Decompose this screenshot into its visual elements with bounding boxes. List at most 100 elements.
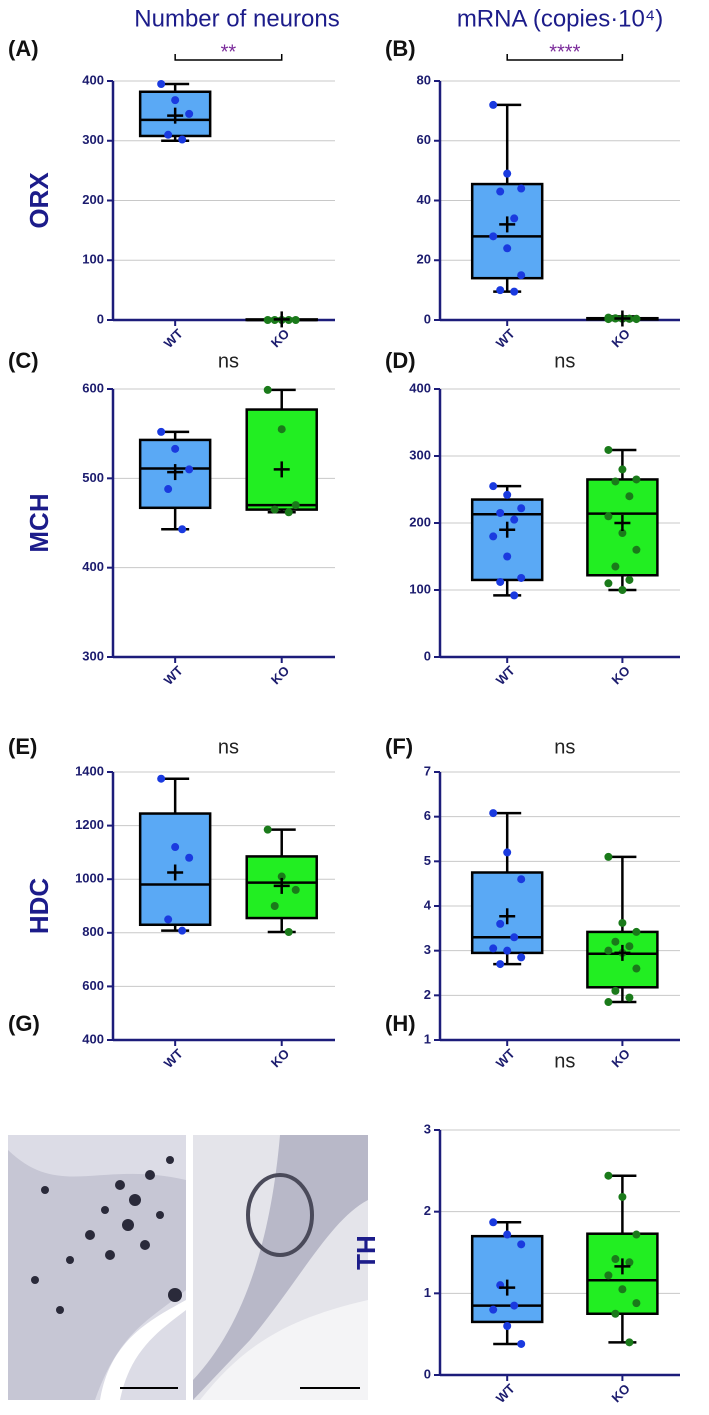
x-tick-label: KO [268,326,292,350]
y-tick-label: 300 [82,132,104,147]
panel-label: (G) [8,1011,40,1036]
data-point [632,475,641,484]
annotation: ns [554,736,575,758]
box [470,1234,544,1324]
y-tick-label: 400 [82,559,104,574]
y-tick-label: 100 [82,252,104,267]
data-point [625,575,634,584]
data-point [611,937,620,946]
annotation: ns [554,1050,575,1072]
data-point [604,579,613,588]
significance-bracket [174,54,283,61]
y-tick-label: 400 [409,380,431,395]
mean-marker [499,1279,516,1296]
x-tick-label: KO [609,326,633,350]
y-tick-label: 6 [424,808,431,823]
y-axis-label: ORX [24,172,54,229]
y-axis-label: HDC [24,878,54,935]
x-tick-label: KO [609,663,633,687]
y-tick-label: 3 [424,1121,431,1136]
box [470,498,544,582]
data-point [489,944,498,953]
x-tick-label: WT [161,1046,186,1071]
y-tick-label: 5 [424,853,431,868]
data-point [185,853,194,862]
micrograph-ko [193,1135,368,1400]
data-point [270,505,279,514]
data-point [489,232,498,241]
y-tick-label: 0 [424,648,431,663]
y-tick-label: 60 [417,132,431,147]
data-point [604,946,613,955]
data-point [164,130,173,139]
data-point [510,287,519,296]
data-point [185,109,194,118]
data-point [284,927,293,936]
data-point [618,1192,627,1201]
x-tick-label: WT [493,663,518,688]
data-point [503,946,512,955]
mean-marker [167,464,184,481]
data-point [503,552,512,561]
x-tick-label: KO [268,1046,292,1070]
data-point [503,169,512,178]
data-point [263,316,272,324]
data-point [510,1301,519,1310]
x-tick-label: KO [609,1381,633,1405]
data-point [510,515,519,524]
data-point [604,445,613,454]
data-point [618,465,627,474]
y-tick-label: 3 [424,942,431,957]
data-point [611,477,620,486]
data-point [618,586,627,594]
data-point [270,902,279,910]
data-point [185,465,194,474]
mean-marker [614,1258,631,1275]
y-tick-label: 2 [424,1203,431,1218]
panel-label: (F) [385,734,413,759]
y-tick-label: 2 [424,987,431,1002]
data-point [517,953,526,962]
mean-marker [614,310,631,327]
y-tick-label: 20 [417,252,431,267]
significance-bracket [506,54,624,61]
y-axis-label: MCH [24,493,54,552]
column-title: mRNA (copies·10⁴) [457,5,663,32]
mean-marker [273,311,290,328]
panel-label: (D) [385,348,416,373]
data-point [503,848,512,857]
data-point [632,314,641,323]
data-point [517,875,526,884]
data-point [625,1258,634,1267]
y-tick-label: 80 [417,72,431,87]
data-point [632,927,641,936]
data-point [604,1271,613,1280]
x-tick-label: WT [161,326,186,351]
data-point [510,591,519,600]
y-tick-label: 600 [82,380,104,395]
y-tick-label: 0 [97,311,104,326]
data-point [618,1285,627,1294]
data-point [510,214,519,223]
mean-marker [614,515,631,531]
data-point [263,825,272,834]
data-point [632,1299,641,1308]
data-point [632,545,641,554]
data-point [503,244,512,253]
y-tick-label: 500 [82,470,104,485]
data-point [517,504,526,513]
y-tick-label: 1000 [75,871,104,886]
data-point [157,427,166,436]
annotation: ns [218,350,239,372]
data-point [496,919,505,928]
panel-label: (C) [8,348,39,373]
data-point [489,482,498,491]
data-point [489,532,498,541]
data-point [517,1339,526,1348]
data-point [517,271,526,280]
annotation: ns [554,350,575,372]
box [245,408,318,511]
data-point [604,313,613,322]
mean-marker [273,877,290,894]
y-tick-label: 1 [424,1031,431,1046]
